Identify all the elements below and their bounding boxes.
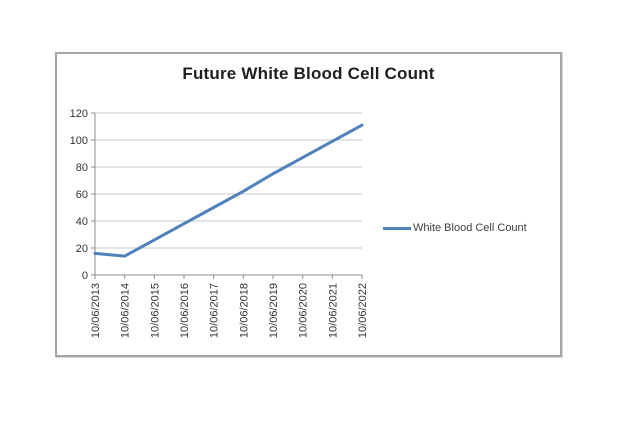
x-axis-label: 10/06/2015 [149, 283, 161, 338]
x-axis-label: 10/06/2016 [179, 283, 191, 338]
x-axis-label: 10/06/2019 [268, 283, 280, 338]
x-axis-label: 10/06/2022 [357, 283, 369, 338]
y-axis-label: 80 [76, 162, 88, 174]
x-axis-label: 10/06/2017 [209, 283, 221, 338]
y-axis-label: 20 [76, 243, 88, 255]
plot-area: 0 20 40 60 80 100 120 10/06/2013 10/06/2014 10/06… [70, 108, 369, 338]
chart-frame: Future White Blood Cell Count 0 20 40 60 80 1… [55, 52, 562, 357]
x-axis-label: 10/06/2013 [90, 283, 102, 338]
x-axis-label: 10/06/2021 [327, 283, 339, 338]
x-axis-label: 10/06/2018 [238, 283, 250, 338]
chart-title: Future White Blood Cell Count [182, 64, 435, 83]
legend: White Blood Cell Count [383, 221, 527, 235]
legend-line-sample [383, 226, 411, 230]
y-axis-label: 120 [70, 108, 88, 120]
y-axis-label: 0 [82, 270, 88, 282]
legend-label: White Blood Cell Count [413, 222, 527, 234]
y-axis-label: 40 [76, 216, 88, 228]
x-axis-label: 10/06/2020 [298, 283, 310, 338]
y-axis-label: 100 [70, 135, 88, 147]
x-axis-label: 10/06/2014 [120, 283, 132, 338]
series-line [93, 123, 364, 258]
y-axis-label: 60 [76, 189, 88, 201]
